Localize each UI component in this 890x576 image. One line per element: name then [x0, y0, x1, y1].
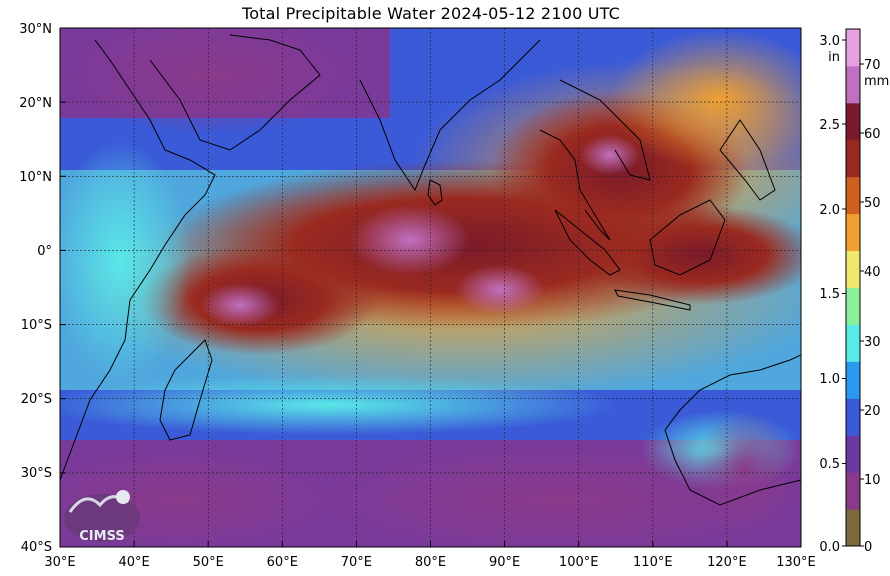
lat-label: 20°N: [19, 96, 52, 111]
colorbar-segment: [846, 324, 860, 362]
colorbar-mm-label: 0: [864, 540, 872, 555]
lon-label: 90°E: [489, 555, 520, 570]
colorbar-mm-label: 10: [864, 473, 881, 488]
lon-label: 50°E: [193, 555, 224, 570]
colorbar-mm-label: 60: [864, 127, 881, 142]
colorbar-inch-label: 0.5: [819, 457, 840, 472]
colorbar-frame: [845, 28, 861, 547]
lat-label: 10°N: [19, 170, 52, 185]
logo-text: CIMSS: [79, 529, 124, 544]
lon-label: 70°E: [341, 555, 372, 570]
lon-label: 110°E: [633, 555, 673, 570]
lon-label: 40°E: [118, 555, 149, 570]
colorbar-inch-label: 2.0: [819, 203, 840, 218]
lon-label: 60°E: [267, 555, 298, 570]
lon-label: 130°E: [776, 555, 816, 570]
colorbar-segments: [846, 29, 860, 547]
colorbar-inch-label: 2.5: [819, 118, 840, 133]
colorbar-segment: [846, 435, 860, 473]
colorbar-segment: [846, 398, 860, 436]
colorbar-segment: [846, 139, 860, 178]
colorbar-inch-label: 1.0: [819, 372, 840, 387]
colorbar-segment: [846, 213, 860, 252]
colorbar-inch-scale: 0.0 0.5 1.0 1.5 2.0 2.5 3.0 in: [819, 34, 846, 555]
colorbar-inch-label: 0.0: [819, 540, 840, 555]
colorbar-mm-scale: 0 10 20 30 40 50 60 70 mm: [860, 58, 889, 555]
colorbar-segment: [846, 29, 860, 67]
lon-label: 30°E: [44, 555, 75, 570]
colorbar-segment: [846, 361, 860, 399]
colorbar-mm-unit: mm: [864, 74, 889, 89]
lon-label: 100°E: [559, 555, 599, 570]
colorbar-mm-label: 70: [864, 58, 881, 73]
colorbar-segment: [846, 65, 860, 104]
colorbar-segment: [846, 287, 860, 325]
colorbar-inch-label: 3.0: [819, 34, 840, 49]
latitude-labels: 30°N 20°N 10°N 0° 10°S 20°S 30°S 40°S: [19, 22, 52, 555]
colorbar-segment: [846, 250, 860, 288]
longitude-labels: 30°E 40°E 50°E 60°E 70°E 80°E 90°E 100°E…: [44, 555, 815, 570]
cimss-logo: CIMSS: [64, 490, 140, 544]
colorbar-mm-label: 50: [864, 196, 881, 211]
colorbar-segment: [846, 176, 860, 215]
lat-label: 0°: [37, 244, 52, 259]
colorbar-inch-label: 1.5: [819, 287, 840, 302]
lon-label: 120°E: [707, 555, 747, 570]
colorbar-mm-label: 20: [864, 404, 881, 419]
axis-ticks: [59, 27, 802, 548]
colorbar-segment: [846, 509, 860, 547]
coastlines: [60, 34, 801, 506]
map-title: Total Precipitable Water 2024-05-12 2100…: [241, 4, 621, 23]
graticule: [60, 28, 801, 547]
colorbar-segment: [846, 472, 860, 510]
colorbar-inch-unit: in: [828, 50, 840, 65]
lat-label: 10°S: [21, 318, 52, 333]
lon-label: 80°E: [415, 555, 446, 570]
colorbar-segment: [846, 102, 860, 141]
lat-label: 40°S: [21, 540, 52, 555]
colorbar-mm-label: 30: [864, 335, 881, 350]
lat-label: 30°S: [21, 466, 52, 481]
lat-label: 30°N: [19, 22, 52, 37]
lat-label: 20°S: [21, 392, 52, 407]
colorbar-mm-label: 40: [864, 265, 881, 280]
